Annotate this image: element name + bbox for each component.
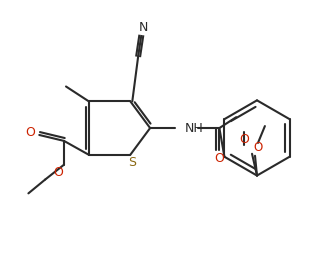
Text: O: O bbox=[253, 141, 263, 154]
Text: NH: NH bbox=[185, 122, 204, 135]
Text: O: O bbox=[53, 166, 63, 179]
Text: O: O bbox=[25, 127, 35, 139]
Text: N: N bbox=[138, 21, 148, 34]
Text: S: S bbox=[128, 156, 136, 169]
Text: O: O bbox=[214, 152, 224, 165]
Text: O: O bbox=[239, 134, 249, 146]
